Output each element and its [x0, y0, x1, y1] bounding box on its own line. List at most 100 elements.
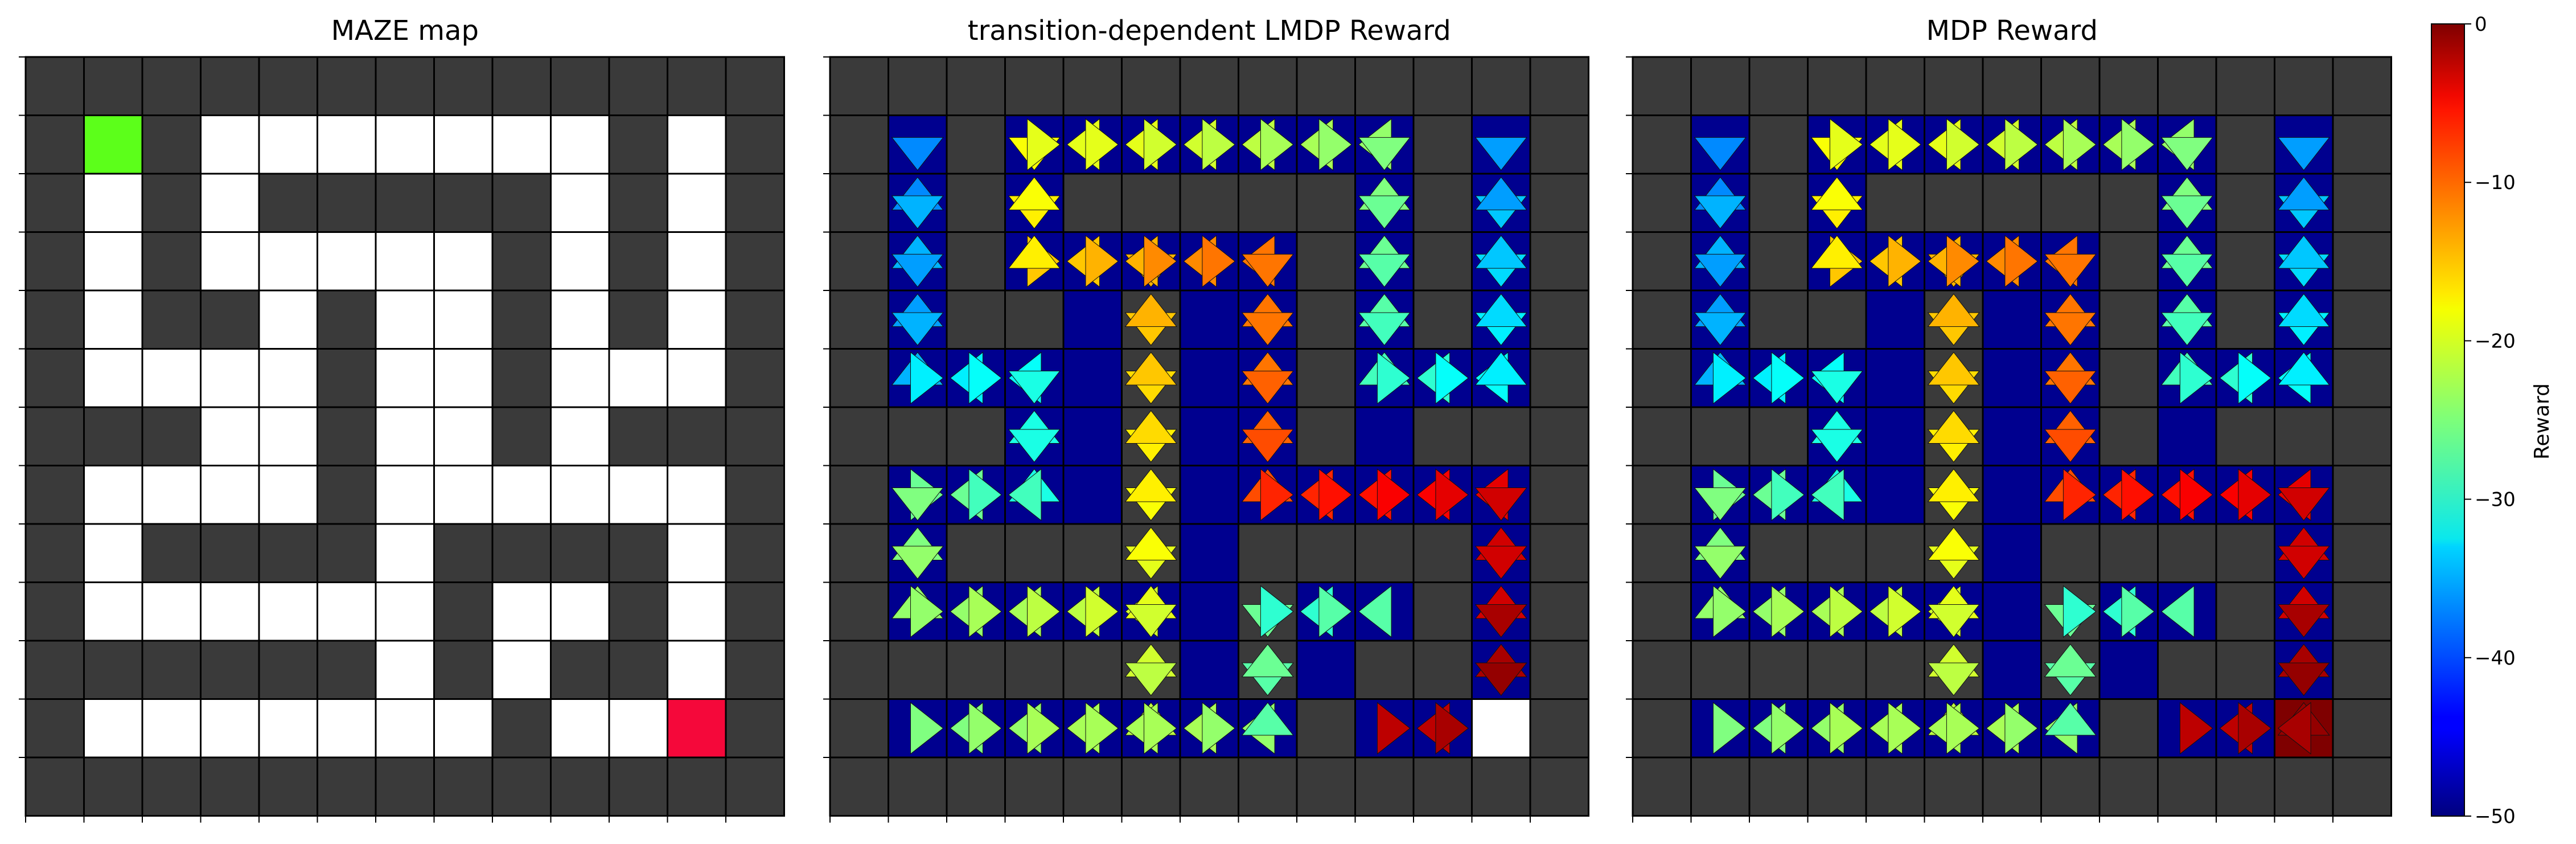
reward-triangle	[2179, 351, 2213, 404]
wall-cell	[1924, 174, 1983, 232]
free-cell	[376, 349, 434, 407]
wall-cell	[492, 757, 551, 816]
wall-cell	[492, 232, 551, 290]
free-cell	[317, 232, 376, 290]
free-cell	[492, 641, 551, 699]
free-cell	[667, 582, 726, 641]
open-cell	[1983, 524, 2041, 583]
wall-cell	[1749, 290, 1808, 349]
reward-triangle	[2121, 118, 2155, 171]
wall-cell	[1749, 174, 1808, 232]
wall-cell	[2100, 699, 2158, 757]
wall-cell	[1807, 524, 1866, 583]
wall-cell	[1691, 757, 1749, 816]
wall-cell	[1355, 57, 1414, 116]
reward-triangle	[1694, 312, 1747, 346]
reward-triangle	[1124, 293, 1177, 327]
open-cell	[1866, 349, 1925, 407]
reward-triangle	[1946, 702, 1980, 755]
wall-cell	[2216, 757, 2275, 816]
wall-cell	[1807, 57, 1866, 116]
reward-triangle	[1810, 429, 1863, 463]
wall-cell	[888, 641, 947, 699]
colorbar-tick-label: 0	[2475, 13, 2487, 36]
reward-triangle	[1144, 235, 1177, 288]
wall-cell	[1530, 757, 1589, 816]
colorbar-ticks: 0 −10 −20 −30 −40 −50	[2464, 13, 2516, 828]
reward-triangle	[968, 702, 1003, 755]
reward-triangle	[1241, 371, 1294, 404]
reward-triangle	[1694, 546, 1747, 580]
reward-triangle	[2277, 293, 2330, 327]
reward-triangle	[1694, 195, 1747, 230]
reward-triangle	[968, 585, 1003, 638]
free-cell	[84, 174, 142, 232]
reward-triangle	[1358, 137, 1411, 171]
reward-triangle	[1474, 604, 1527, 638]
wall-cell	[1180, 57, 1239, 116]
reward-triangle	[1124, 604, 1177, 638]
reward-triangle	[2238, 351, 2272, 404]
lmdp-reward-panel	[823, 56, 1589, 823]
wall-cell	[1924, 57, 1983, 116]
reward-triangle	[1358, 253, 1411, 288]
open-cell	[1180, 290, 1239, 349]
wall-cell	[2216, 232, 2275, 290]
wall-cell	[1633, 641, 1691, 699]
reward-triangle	[1694, 137, 1747, 171]
free-cell	[259, 290, 318, 349]
reward-triangle	[2044, 429, 2097, 463]
reward-triangle	[2004, 702, 2039, 755]
open-cell	[1866, 407, 1925, 466]
wall-cell	[492, 407, 551, 466]
wall-cell	[726, 757, 784, 816]
reward-triangle	[1927, 410, 1980, 444]
wall-cell	[26, 290, 84, 349]
wall-cell	[2333, 465, 2392, 524]
free-cell	[434, 115, 492, 174]
wall-cell	[2216, 115, 2275, 174]
axes-frame	[829, 56, 1589, 817]
reward-triangle	[1241, 429, 1294, 463]
wall-cell	[492, 524, 551, 583]
wall-cell	[84, 757, 142, 816]
wall-cell	[1297, 57, 1355, 116]
reward-triangle	[1712, 351, 1747, 404]
reward-triangle	[1124, 351, 1177, 386]
wall-cell	[1866, 57, 1925, 116]
reward-triangle	[1008, 177, 1061, 211]
free-cell	[84, 232, 142, 290]
wall-cell	[26, 57, 84, 116]
open-cell	[1983, 290, 2041, 349]
reward-triangle	[1474, 235, 1527, 269]
wall-cell	[1005, 641, 1063, 699]
wall-cell	[726, 290, 784, 349]
reward-triangle	[1946, 235, 1980, 288]
reward-triangle	[891, 253, 944, 288]
free-cell	[376, 524, 434, 583]
maze-map-panel	[19, 56, 785, 823]
wall-cell	[26, 115, 84, 174]
wall-cell	[609, 290, 668, 349]
wall-cell	[2100, 174, 2158, 232]
free-cell	[200, 699, 259, 757]
wall-cell	[1749, 407, 1808, 466]
wall-cell	[2333, 699, 2392, 757]
wall-cell	[1749, 641, 1808, 699]
reward-triangle	[2160, 195, 2213, 230]
free-cell	[667, 349, 726, 407]
wall-cell	[1633, 582, 1691, 641]
wall-cell	[1530, 524, 1589, 583]
wall-cell	[1472, 757, 1530, 816]
free-cell	[667, 115, 726, 174]
reward-triangle	[1927, 351, 1980, 386]
wall-cell	[1749, 57, 1808, 116]
free-cell	[84, 524, 142, 583]
reward-triangle	[1435, 702, 1469, 755]
reward-triangle	[1771, 585, 1805, 638]
open-cell	[1983, 465, 2041, 524]
reward-triangle	[1202, 235, 1236, 288]
reward-triangle	[1358, 195, 1411, 230]
wall-cell	[26, 582, 84, 641]
wall-cell	[1983, 757, 2041, 816]
